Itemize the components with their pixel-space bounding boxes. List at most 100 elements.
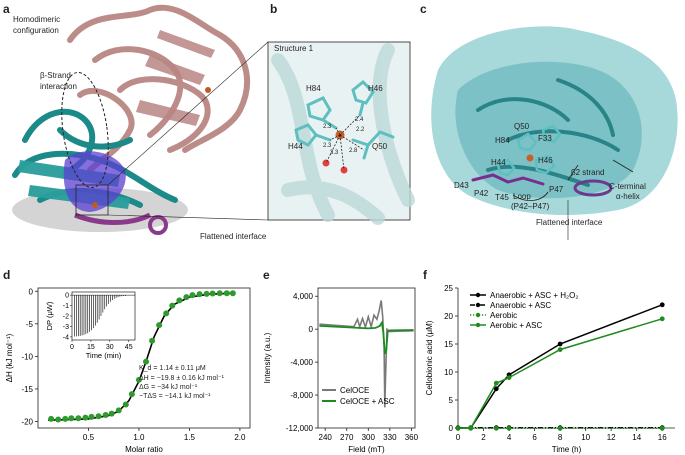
x-tick-label: 300 [362, 433, 376, 442]
y-tick-label: 25 [444, 284, 453, 293]
y-tick-label: -15 [21, 385, 33, 394]
panel-c: c Q50 F33 H84 H44 [418, 0, 685, 250]
label-loop: Loop [513, 192, 531, 201]
data-point [196, 291, 203, 298]
x-tick-label: 8 [558, 433, 563, 442]
x-tick-label: 4 [507, 433, 512, 442]
panel-d: d 0.5 1.0 1.5 2.0 0 -5 -10 -15 -20 Molar ratio ΔH … [0, 268, 260, 455]
panel-b: b Structure 1 [267, 0, 415, 225]
y-tick-label: 20 [444, 312, 453, 321]
inset-frame [71, 291, 136, 341]
data-point [493, 380, 499, 386]
y-tick-label: 10 [444, 368, 453, 377]
x-tick-label: 360 [405, 433, 419, 442]
x-tick-label: 240 [319, 433, 333, 442]
y-tick-label: -5 [26, 320, 34, 329]
series-line-4 [458, 318, 663, 429]
data-point [557, 425, 563, 431]
legend-label: Anaerobic + ASC [490, 301, 551, 310]
legend-label: CelOCE + ASC [340, 397, 395, 406]
inset-y-tick-label: -1 [63, 303, 69, 310]
y-tick-label: 0 [309, 325, 314, 334]
inset-x-tick-label: 0 [70, 344, 74, 351]
data-point [135, 376, 142, 383]
data-point [176, 297, 183, 304]
data-point [48, 415, 55, 422]
residue-c-h84: H84 [495, 136, 510, 145]
data-point [128, 391, 135, 398]
data-point [163, 310, 170, 317]
data-point [88, 413, 95, 420]
x-tick-label: 2 [481, 433, 486, 442]
data-point [169, 302, 176, 309]
data-point [455, 425, 461, 431]
y-tick-label: -10 [21, 352, 33, 361]
data-point [216, 290, 223, 297]
y-axis-label: ΔH (kJ mol⁻¹) [5, 333, 14, 382]
x-tick-label: 270 [340, 433, 354, 442]
param-dg: ΔG = −34 kJ mol⁻¹ [139, 384, 198, 391]
residue-q50: Q50 [372, 142, 388, 151]
label-c-terminal: C-terminal [609, 182, 646, 191]
data-point [209, 290, 216, 297]
data-point [55, 416, 62, 423]
panel-c-structure [431, 26, 678, 240]
inset-x-label: Time (min) [86, 351, 122, 360]
data-point [62, 415, 69, 422]
distance-5: 2.8 [349, 148, 358, 154]
x-axis-label: Molar ratio [125, 445, 163, 454]
label-loop-range: (P42–P47) [511, 202, 550, 211]
data-point [659, 316, 665, 322]
legend-marker [475, 322, 481, 328]
residue-h44: H44 [288, 142, 303, 151]
x-tick-label: 12 [607, 433, 616, 442]
data-point [115, 407, 122, 414]
data-point [229, 290, 236, 297]
residue-c-p42: P42 [474, 189, 489, 198]
data-point [143, 358, 150, 365]
inset-x-tick-label: 45 [125, 344, 133, 351]
data-point [468, 425, 474, 431]
x-tick-label: 6 [532, 433, 537, 442]
panel-b-structure [267, 41, 415, 225]
data-point [189, 292, 196, 299]
y-tick-label: 0 [29, 287, 34, 296]
label-b2-strand: β2 strand [571, 168, 605, 177]
residue-h84: H84 [306, 84, 321, 93]
inset-x-tick-label: 15 [87, 344, 95, 351]
data-point [68, 415, 75, 422]
residue-c-q50: Q50 [514, 122, 530, 131]
legend-label: CelOCE [340, 386, 369, 395]
data-point [183, 294, 190, 301]
data-point [82, 414, 89, 421]
x-tick-label: 1.0 [133, 433, 145, 442]
legend-marker [475, 302, 481, 308]
x-tick-label: 330 [383, 433, 397, 442]
inset-x-tick-label: 30 [106, 344, 114, 351]
x-axis-label: Time (h) [552, 445, 582, 454]
residue-c-h46: H46 [538, 156, 553, 165]
residue-h46: H46 [368, 84, 383, 93]
inset-y-tick-label: -3 [63, 324, 69, 331]
data-point [557, 347, 563, 352]
chart-f: 0 2 4 6 8 10 12 14 16 0 5 10 15 20 25 Time (h) Cellobion… [425, 284, 675, 454]
label-homodimer: Homodimeric configuration [13, 15, 61, 35]
data-point [557, 341, 563, 347]
panel-a: a [0, 0, 270, 250]
param-dh: ΔH = −19.8 ± 0.16 kJ mol⁻¹ [139, 375, 224, 382]
data-point [108, 410, 115, 417]
panel-b-title: Structure 1 [274, 44, 314, 53]
param-kd: K_d = 1.14 ± 0.11 μM [139, 365, 206, 372]
panel-f: f 0 2 4 6 8 10 12 14 16 0 5 10 15 20 25 Time (h) Cellobi… [420, 268, 685, 455]
x-tick-label: 0 [456, 433, 461, 442]
panel-a-letter: a [3, 2, 10, 16]
x-tick-label: 10 [581, 433, 590, 442]
residue-c-h44: H44 [491, 158, 506, 167]
y-tick-label: 15 [444, 340, 453, 349]
data-point [223, 290, 230, 297]
series-line-1 [458, 304, 663, 429]
plot-frame [37, 287, 251, 429]
plot-frame [317, 287, 416, 429]
y-tick-label: -4,000 [290, 358, 313, 367]
y-tick-label: -12,000 [286, 424, 314, 433]
